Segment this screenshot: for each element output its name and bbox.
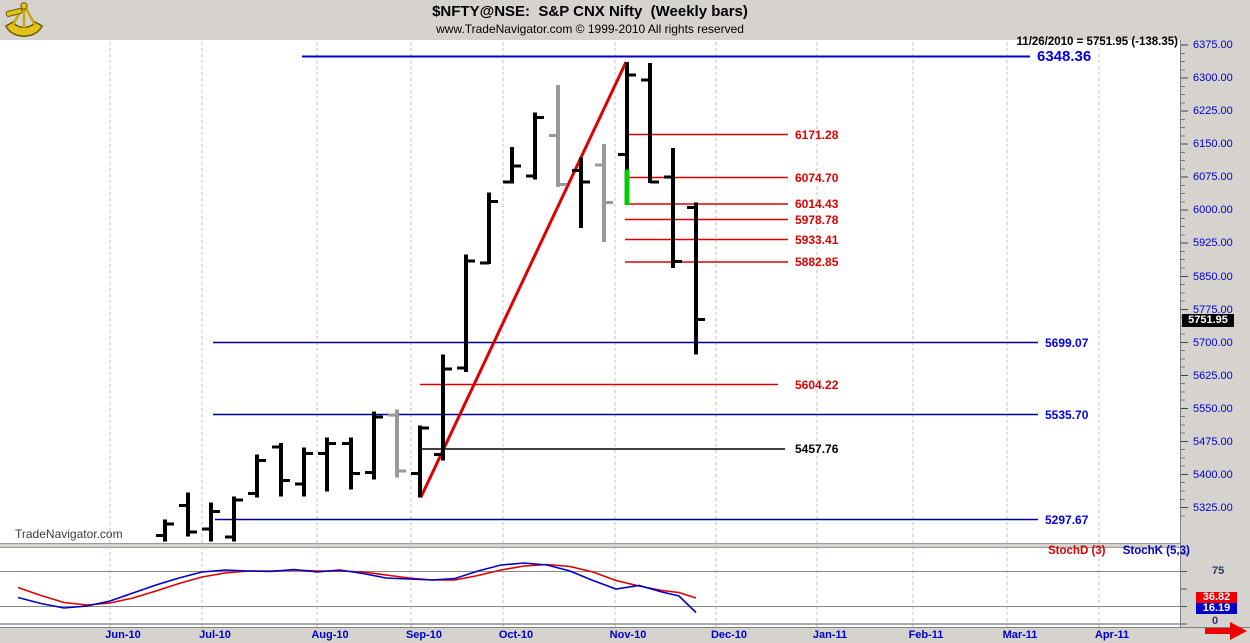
last-bar-annotation: 11/26/2010 = 5751.95 (-138.35): [1016, 36, 1178, 48]
stochastic-plot[interactable]: [0, 546, 1180, 627]
scroll-right-arrow-icon[interactable]: [1203, 620, 1249, 642]
price-axis-label: 6300.00: [1193, 72, 1233, 84]
time-axis-label: Aug-10: [311, 629, 349, 641]
time-axis-strip: [0, 627, 1250, 643]
time-axis-label: Jun-10: [105, 629, 141, 641]
price-axis-label: 5775.00: [1193, 303, 1233, 316]
price-level-label: 5457.76: [795, 442, 839, 456]
price-axis-label: 5925.00: [1193, 237, 1233, 249]
price-axis-label: 6075.00: [1193, 171, 1233, 183]
panel-separator: [0, 543, 1180, 548]
price-axis-label: 6375.00: [1193, 39, 1233, 51]
stochk-curve: [17, 562, 697, 614]
price-axis-label: 5325.00: [1193, 501, 1233, 514]
price-level-label: 5978.78: [795, 212, 839, 227]
time-axis-label: Feb-11: [908, 629, 944, 641]
price-level-label: 5297.67: [1045, 512, 1089, 527]
price-level-label: 6014.43: [795, 197, 839, 211]
price-axis-label: 5850.00: [1193, 270, 1233, 283]
price-level-label: 5535.70: [1045, 407, 1089, 422]
trade-navigator-logo-icon: [5, 2, 43, 37]
trendline: [419, 61, 628, 498]
price-level-label: 5933.41: [795, 232, 839, 247]
stochastic-legend: StochD (3) StochK (5,3): [1048, 545, 1190, 557]
price-level-label: 5699.07: [1045, 335, 1089, 350]
price-axis-label: 5475.00: [1193, 435, 1233, 448]
time-axis-label: Mar-11: [1002, 629, 1038, 641]
current-price-badge: 5751.95: [1182, 314, 1234, 327]
stochd-curve: [17, 563, 697, 606]
time-axis-label: Nov-10: [609, 629, 647, 641]
stoch-axis-75: 75: [1212, 565, 1225, 577]
stoch-axis-0: 0: [1212, 615, 1219, 627]
price-level-label: 5604.22: [795, 377, 839, 392]
price-level-label: 6074.70: [795, 170, 839, 185]
time-axis-label: Jan-11: [812, 629, 848, 641]
time-axis-label: Apr-11: [1094, 629, 1130, 641]
chart-title: $NFTY@NSE: S&P CNX Nifty (Weekly bars): [432, 3, 748, 20]
price-axis-label: 6150.00: [1193, 138, 1233, 150]
watermark-text: TradeNavigator.com: [15, 527, 123, 541]
price-axis-label: 6225.00: [1193, 105, 1233, 117]
chart-subtitle: www.TradeNavigator.com © 1999-2010 All r…: [436, 22, 744, 36]
price-axis-label: 5400.00: [1193, 468, 1233, 481]
stochk-legend-label: StochK (5,3): [1122, 545, 1190, 557]
time-axis-label: Sep-10: [405, 629, 443, 641]
price-axis-label: 5550.00: [1193, 402, 1233, 415]
price-level-label: 5882.85: [795, 255, 839, 269]
stochd-value-badge: 36.82: [1196, 592, 1237, 603]
price-level-label: 6348.36: [1037, 47, 1092, 65]
time-axis-label: Dec-10: [710, 629, 748, 641]
time-axis-label: Jul-10: [199, 629, 231, 641]
price-axis-label: 6000.00: [1193, 204, 1233, 216]
chart-header: $NFTY@NSE: S&P CNX Nifty (Weekly bars) w…: [0, 0, 1250, 40]
price-axis-strip: [1180, 40, 1250, 627]
price-axis-label: 5700.00: [1193, 336, 1233, 349]
price-level-label: 6171.28: [795, 127, 839, 142]
stochk-value-badge: 16.19: [1196, 603, 1237, 614]
stochd-legend-label: StochD (3): [1048, 545, 1106, 557]
time-axis-label: Oct-10: [498, 629, 534, 641]
price-chart-plot[interactable]: [0, 40, 1180, 543]
price-axis-label: 5625.00: [1193, 369, 1233, 382]
